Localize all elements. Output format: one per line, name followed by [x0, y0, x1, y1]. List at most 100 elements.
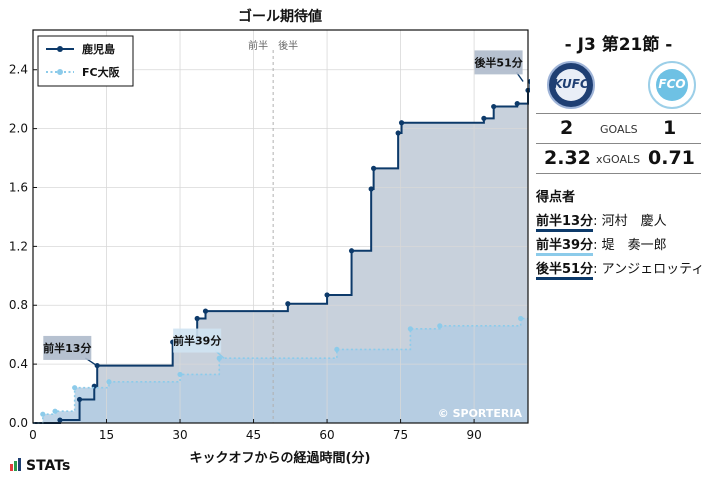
y-tick-label: 2.0	[9, 122, 28, 136]
data-point-1	[40, 411, 46, 417]
data-point-0	[371, 165, 377, 171]
divider-bottom	[536, 173, 701, 174]
scorer-time: 前半39分	[536, 238, 594, 256]
scorer-time: 後半51分	[536, 262, 594, 280]
legend-marker-1	[57, 69, 63, 75]
x-tick-label: 90	[466, 428, 481, 442]
scorer-name: : 堤 奏一郎	[593, 238, 667, 253]
x-tick-label: 15	[99, 428, 114, 442]
away-logo-mark: FCO	[658, 77, 686, 91]
y-tick-label: 1.2	[9, 239, 28, 253]
goals-home: 2	[560, 117, 574, 139]
scorers-title: 得点者	[536, 190, 576, 205]
legend-box	[37, 35, 134, 87]
y-tick-label: 0.8	[9, 298, 28, 312]
divider-middle	[536, 143, 701, 144]
annotation-box	[173, 328, 222, 353]
legend: 鹿児島 FC大阪	[37, 35, 134, 87]
scorer-item: 前半39分: 堤 奏一郎	[536, 234, 667, 256]
goals-row: 2 GOALS 1	[530, 117, 707, 141]
data-point-0	[514, 100, 520, 107]
chart-title: ゴール期待値	[238, 8, 322, 25]
x-axis-label: キックオフからの経過時間(分)	[190, 450, 371, 466]
data-point-1	[437, 323, 443, 329]
series-fills	[33, 81, 530, 423]
bar-3	[18, 458, 21, 471]
x-tick-label: 75	[393, 428, 408, 442]
goals-label: GOALS	[600, 123, 638, 136]
legend-label-1: FC大阪	[82, 65, 121, 79]
data-point-0	[202, 308, 209, 314]
legend-label-0: 鹿児島	[82, 42, 115, 56]
annotation-box	[43, 335, 92, 360]
data-point-1	[72, 385, 78, 391]
xg-away: 0.71	[648, 147, 695, 169]
plot-frame	[32, 29, 529, 424]
series-lines	[33, 78, 530, 424]
x-tick-label: 60	[319, 428, 334, 442]
xg-home: 2.32	[544, 147, 591, 169]
series-fill-1	[33, 318, 528, 423]
data-point-0	[395, 130, 401, 136]
data-point-1	[334, 346, 340, 353]
away-logo-ring	[656, 69, 688, 101]
divider-top	[536, 113, 701, 114]
annotation-box	[474, 50, 523, 75]
match-panel: - J3 第21節 - KUFC FCO 2 GOALS 1 2.32 xGOA…	[530, 0, 707, 479]
scorer-item: 前半13分: 河村 慶人	[536, 210, 667, 232]
data-point-1	[52, 408, 58, 414]
data-point-1	[407, 326, 413, 332]
stats-bars-icon	[10, 458, 22, 475]
data-point-0	[76, 396, 83, 403]
goals-away: 1	[663, 117, 677, 139]
scorer-name: : 河村 慶人	[593, 214, 667, 229]
home-team-logo: KUFC	[547, 61, 595, 109]
home-logo-mark: KUFC	[553, 77, 589, 91]
annotation-label: 後半51分	[474, 55, 522, 69]
scorer-item: 後半51分: アンジェロッティ	[536, 258, 705, 280]
data-point-1	[216, 355, 222, 361]
data-point-0	[348, 248, 355, 254]
match-title: - J3 第21節 -	[564, 35, 673, 55]
x-tick-label: 30	[172, 428, 187, 442]
y-tick-label: 1.6	[9, 180, 28, 194]
second-half-label: 後半	[278, 39, 298, 52]
xg-chart: 前半 後半 0.00.40.81.21.62.02.40 15 30 45 60 75 90 …	[9, 8, 530, 466]
stats-brand-name: STATs	[26, 458, 71, 474]
y-tick-label: 0.4	[9, 357, 28, 371]
data-point-0	[194, 315, 200, 322]
away-team-logo: FCO	[648, 61, 696, 109]
data-point-1	[177, 371, 183, 378]
data-point-0	[324, 292, 330, 298]
data-point-1	[518, 315, 524, 322]
axes: 0.0 0.4 0.8 1.2 1.6 2.0 2.4 0 15 30 45 60 75 90	[9, 29, 529, 442]
home-logo-ring	[555, 69, 587, 101]
annotation-label: 前半13分	[43, 341, 91, 355]
x-tick-label: 45	[246, 428, 261, 442]
xgoals-row: 2.32 xGOALS 0.71	[530, 147, 707, 171]
data-point-0	[368, 186, 374, 192]
y-tick-label: 2.4	[9, 63, 28, 77]
series-fill-0	[33, 81, 530, 423]
y-tick-label: 0.0	[9, 416, 28, 430]
data-point-0	[94, 362, 100, 369]
annotation-label: 前半39分	[173, 334, 221, 348]
data-point-0	[57, 417, 63, 423]
first-half-label: 前半	[248, 39, 268, 52]
x-tick-label: 0	[29, 428, 37, 442]
scorer-time: 前半13分	[536, 214, 594, 232]
data-point-0	[491, 103, 497, 110]
xg-label: xGOALS	[596, 153, 641, 166]
data-point-0	[285, 301, 291, 307]
legend-marker-0	[57, 46, 63, 52]
bar-1	[10, 464, 13, 471]
stats-brand-logo: STATs	[10, 458, 70, 475]
data-point-0	[398, 120, 405, 126]
annotations: 前半13分 前半39分 後半51分	[43, 50, 524, 367]
watermark: © SPORTERIA	[438, 407, 523, 420]
grid-lines: 前半 後半	[33, 30, 528, 423]
scorer-name: : アンジェロッティ	[593, 262, 705, 277]
bar-2	[14, 461, 17, 471]
data-point-1	[106, 379, 112, 385]
data-point-0	[481, 115, 487, 121]
